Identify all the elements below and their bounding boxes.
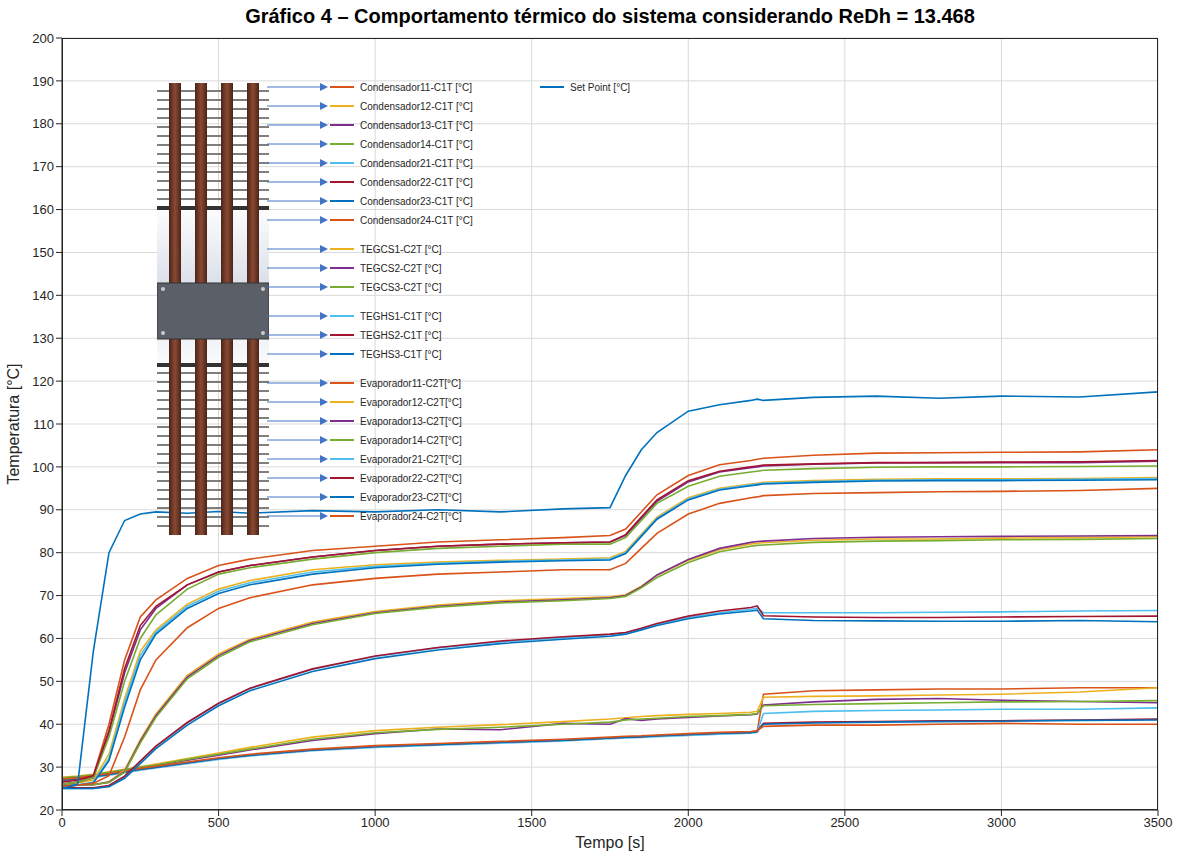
svg-text:190: 190 [32, 74, 54, 89]
svg-text:140: 140 [32, 288, 54, 303]
html-text:Condensador24-C1T [°C]: Condensador24-C1T [°C] [360, 214, 473, 226]
html-text:Evaporador12-C2T[°C]: Evaporador12-C2T[°C] [360, 396, 462, 408]
svg-text:30: 30 [40, 760, 54, 775]
svg-text:110: 110 [33, 417, 54, 432]
html-text:Evaporador14-C2T[°C]: Evaporador14-C2T[°C] [360, 434, 462, 446]
html-text:TEGHS3-C1T [°C]: TEGHS3-C1T [°C] [360, 348, 442, 360]
html-text:TEGCS1-C2T [°C]: TEGCS1-C2T [°C] [360, 243, 442, 255]
html-text:Tempo [s]: Tempo [s] [575, 834, 645, 851]
svg-text:200: 200 [32, 31, 54, 46]
svg-text:50: 50 [40, 674, 54, 689]
html-text:Condensador22-C1T [°C]: Condensador22-C1T [°C] [360, 176, 473, 188]
svg-text:3500: 3500 [1144, 815, 1173, 830]
svg-text:2000: 2000 [674, 815, 703, 830]
html-text:Evaporador24-C2T[°C]: Evaporador24-C2T[°C] [360, 510, 462, 522]
svg-text:90: 90 [40, 502, 54, 517]
svg-text:150: 150 [32, 245, 54, 260]
html-text:TEGHS1-C1T [°C]: TEGHS1-C1T [°C] [360, 310, 442, 322]
html-text:TEGHS2-C1T [°C]: TEGHS2-C1T [°C] [360, 329, 442, 341]
svg-text:1000: 1000 [361, 815, 390, 830]
html-text:Condensador21-C1T [°C]: Condensador21-C1T [°C] [360, 157, 473, 169]
html-text:Condensador11-C1T [°C]: Condensador11-C1T [°C] [360, 81, 472, 93]
svg-text:100: 100 [32, 460, 54, 475]
svg-text:120: 120 [32, 374, 54, 389]
svg-text:80: 80 [40, 545, 54, 560]
svg-text:170: 170 [32, 159, 54, 174]
html-text:Set Point [°C]: Set Point [°C] [570, 81, 631, 93]
html-text:TEGCS3-C2T [°C]: TEGCS3-C2T [°C] [360, 281, 442, 293]
svg-text:3000: 3000 [987, 815, 1016, 830]
html-text:Temperatura [°C]: Temperatura [°C] [5, 363, 22, 485]
svg-text:180: 180 [32, 116, 54, 131]
html-text:Evaporador23-C2T[°C]: Evaporador23-C2T[°C] [360, 491, 462, 503]
html-text:TEGCS2-C2T [°C]: TEGCS2-C2T [°C] [360, 262, 442, 274]
html-text:Evaporador21-C2T[°C]: Evaporador21-C2T[°C] [360, 453, 462, 465]
html-text:Condensador23-C1T [°C]: Condensador23-C1T [°C] [360, 195, 473, 207]
html-text:Condensador14-C1T [°C]: Condensador14-C1T [°C] [360, 138, 473, 150]
html-text:Evaporador13-C2T[°C]: Evaporador13-C2T[°C] [360, 415, 462, 427]
svg-text:160: 160 [32, 202, 54, 217]
html-text:Evaporador11-C2T[°C]: Evaporador11-C2T[°C] [360, 377, 462, 389]
svg-text:0: 0 [58, 815, 65, 830]
html-text:Evaporador22-C2T[°C]: Evaporador22-C2T[°C] [360, 472, 462, 484]
html-text:Condensador13-C1T [°C]: Condensador13-C1T [°C] [360, 119, 473, 131]
svg-text:70: 70 [40, 588, 54, 603]
svg-text:1500: 1500 [517, 815, 546, 830]
html-text:Condensador12-C1T [°C]: Condensador12-C1T [°C] [360, 100, 473, 112]
svg-text:20: 20 [40, 803, 54, 818]
svg-text:500: 500 [208, 815, 230, 830]
svg-text:60: 60 [40, 631, 54, 646]
html-text:Gráfico 4 – Comportamento térm: Gráfico 4 – Comportamento térmico do sis… [245, 5, 975, 27]
svg-text:2500: 2500 [830, 815, 859, 830]
svg-text:130: 130 [32, 331, 54, 346]
svg-text:40: 40 [40, 717, 54, 732]
